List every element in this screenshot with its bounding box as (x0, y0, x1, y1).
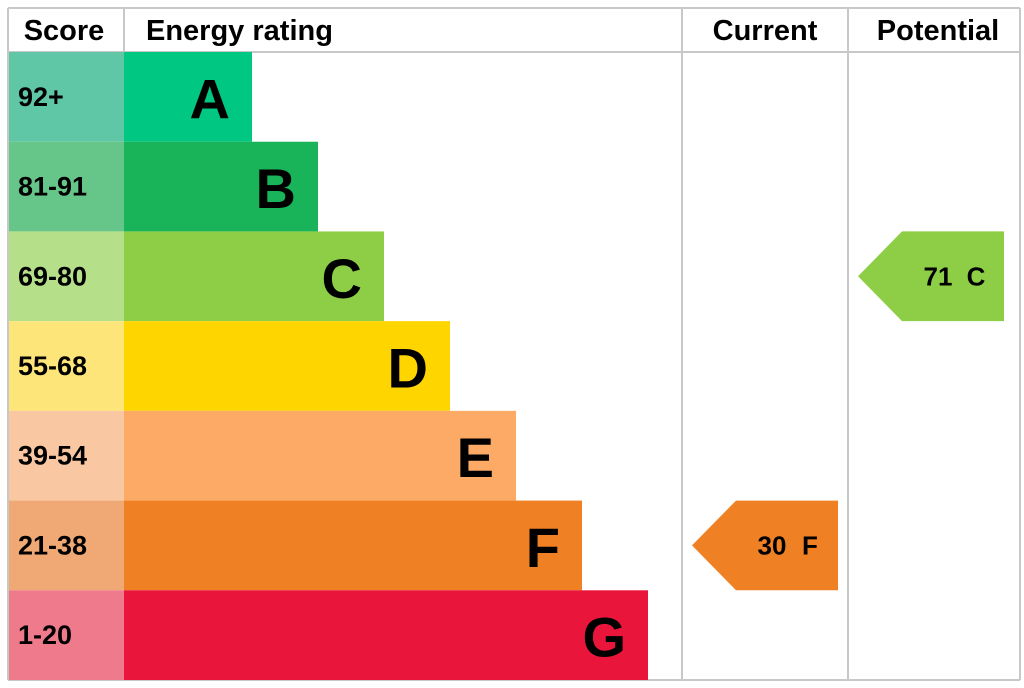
score-cell (9, 52, 124, 142)
score-cell (9, 231, 124, 322)
band-letter: E (457, 426, 494, 489)
band-letter: B (256, 157, 296, 220)
current-band: F (802, 530, 818, 560)
band-bar (124, 321, 450, 411)
band-bar (124, 590, 648, 680)
score-cell (9, 410, 124, 501)
score-cell (9, 141, 124, 232)
band-letter: F (526, 516, 560, 579)
band-range: 55-68 (18, 351, 87, 381)
header-energy-rating: Energy rating (146, 15, 333, 47)
band-range: 92+ (18, 82, 64, 112)
potential-arrow (858, 231, 1004, 322)
band-bar (124, 141, 318, 232)
band-bar (124, 500, 582, 591)
score-cell (9, 590, 124, 680)
potential-score: 71 (924, 261, 953, 291)
header-score: Score (24, 15, 105, 47)
current-arrow (692, 500, 838, 591)
band-range: 39-54 (18, 441, 87, 471)
band-range: 21-38 (18, 530, 87, 560)
score-cell (9, 500, 124, 591)
current-score: 30 (758, 530, 787, 560)
band-bar (124, 52, 252, 142)
band-letter: A (190, 67, 230, 130)
band-range: 1-20 (18, 620, 72, 650)
potential-band: C (967, 261, 986, 291)
band-bar (124, 231, 384, 322)
band-range: 69-80 (18, 261, 87, 291)
band-letter: G (582, 606, 626, 669)
band-bar (124, 410, 516, 501)
header-current: Current (713, 15, 818, 47)
band-letter: C (322, 247, 362, 310)
score-cell (9, 321, 124, 411)
band-letter: D (388, 337, 428, 400)
header-potential: Potential (877, 15, 999, 47)
band-range: 81-91 (18, 172, 87, 202)
